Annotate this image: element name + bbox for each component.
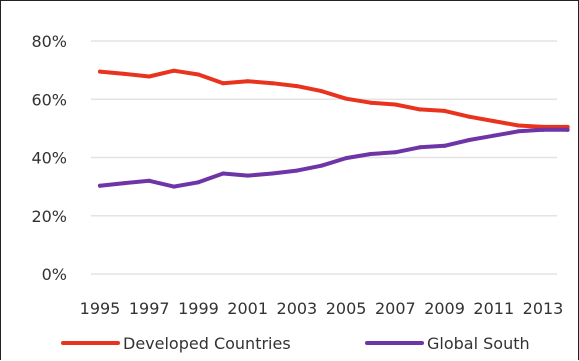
- data-point: [295, 84, 299, 88]
- y-tick-label: 60%: [31, 90, 67, 109]
- x-tick-label: 2003: [277, 299, 318, 318]
- data-point: [418, 145, 422, 149]
- data-point: [393, 150, 397, 154]
- y-tick-label: 40%: [31, 149, 67, 168]
- y-tick-label: 0%: [42, 265, 67, 284]
- x-tick-label: 1997: [129, 299, 170, 318]
- data-point: [172, 69, 176, 73]
- data-point: [393, 102, 397, 106]
- data-point: [172, 185, 176, 189]
- legend-label: Global South: [427, 334, 530, 353]
- data-point: [443, 144, 447, 148]
- data-point: [344, 97, 348, 101]
- x-tick-label: 2009: [424, 299, 465, 318]
- data-point: [123, 72, 127, 76]
- data-point: [295, 169, 299, 173]
- x-tick-label: 2011: [473, 299, 514, 318]
- data-point: [270, 81, 274, 85]
- x-tick-label: 2013: [523, 299, 564, 318]
- legend-label: Developed Countries: [123, 334, 291, 353]
- data-point: [221, 172, 225, 176]
- data-point: [246, 79, 250, 83]
- data-point: [98, 184, 102, 188]
- data-point: [196, 180, 200, 184]
- data-point: [246, 174, 250, 178]
- data-point: [123, 181, 127, 185]
- data-point: [320, 89, 324, 93]
- data-point: [467, 138, 471, 142]
- y-tick-label: 80%: [31, 32, 67, 51]
- data-point: [516, 129, 520, 133]
- data-point: [443, 109, 447, 113]
- x-tick-label: 1999: [178, 299, 219, 318]
- data-point: [344, 156, 348, 160]
- data-point: [147, 75, 151, 79]
- data-point: [196, 72, 200, 76]
- x-tick-label: 2001: [227, 299, 268, 318]
- data-point: [566, 128, 570, 132]
- data-point: [270, 172, 274, 176]
- x-tick-label: 2005: [326, 299, 367, 318]
- data-point: [492, 119, 496, 123]
- data-point: [418, 107, 422, 111]
- data-point: [98, 70, 102, 74]
- x-tick-label: 1995: [80, 299, 121, 318]
- data-point: [320, 164, 324, 168]
- data-point: [467, 115, 471, 119]
- data-point: [147, 179, 151, 183]
- data-point: [516, 123, 520, 127]
- data-point: [369, 152, 373, 156]
- x-tick-label: 2007: [375, 299, 416, 318]
- data-point: [541, 128, 545, 132]
- y-tick-label: 20%: [31, 207, 67, 226]
- data-point: [492, 134, 496, 138]
- data-point: [221, 81, 225, 85]
- data-point: [369, 101, 373, 105]
